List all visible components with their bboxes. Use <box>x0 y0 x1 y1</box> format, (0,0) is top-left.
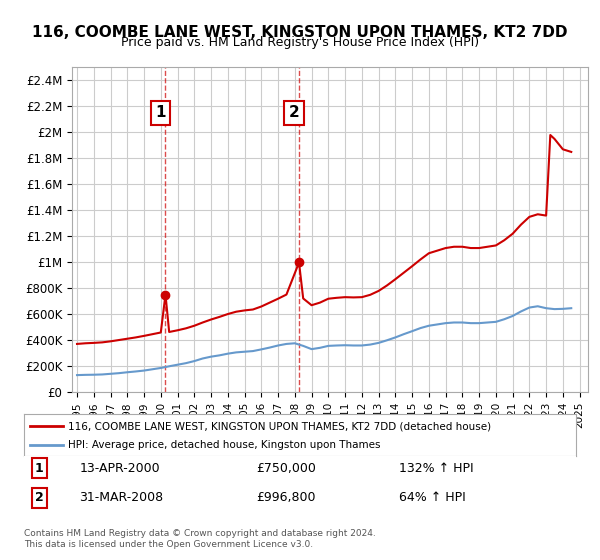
Text: 116, COOMBE LANE WEST, KINGSTON UPON THAMES, KT2 7DD (detached house): 116, COOMBE LANE WEST, KINGSTON UPON THA… <box>68 421 491 431</box>
Text: 116, COOMBE LANE WEST, KINGSTON UPON THAMES, KT2 7DD: 116, COOMBE LANE WEST, KINGSTON UPON THA… <box>32 25 568 40</box>
Text: 31-MAR-2008: 31-MAR-2008 <box>79 491 163 505</box>
Text: £996,800: £996,800 <box>256 491 316 505</box>
Text: 2: 2 <box>35 491 44 505</box>
Text: 1: 1 <box>155 105 166 120</box>
Text: 2: 2 <box>289 105 299 120</box>
Text: £750,000: £750,000 <box>256 461 316 475</box>
Text: 13-APR-2000: 13-APR-2000 <box>79 461 160 475</box>
Text: HPI: Average price, detached house, Kingston upon Thames: HPI: Average price, detached house, King… <box>68 440 380 450</box>
Text: Contains HM Land Registry data © Crown copyright and database right 2024.
This d: Contains HM Land Registry data © Crown c… <box>24 529 376 549</box>
Text: 1: 1 <box>35 461 44 475</box>
Text: 64% ↑ HPI: 64% ↑ HPI <box>400 491 466 505</box>
Text: 132% ↑ HPI: 132% ↑ HPI <box>400 461 474 475</box>
Text: Price paid vs. HM Land Registry's House Price Index (HPI): Price paid vs. HM Land Registry's House … <box>121 36 479 49</box>
